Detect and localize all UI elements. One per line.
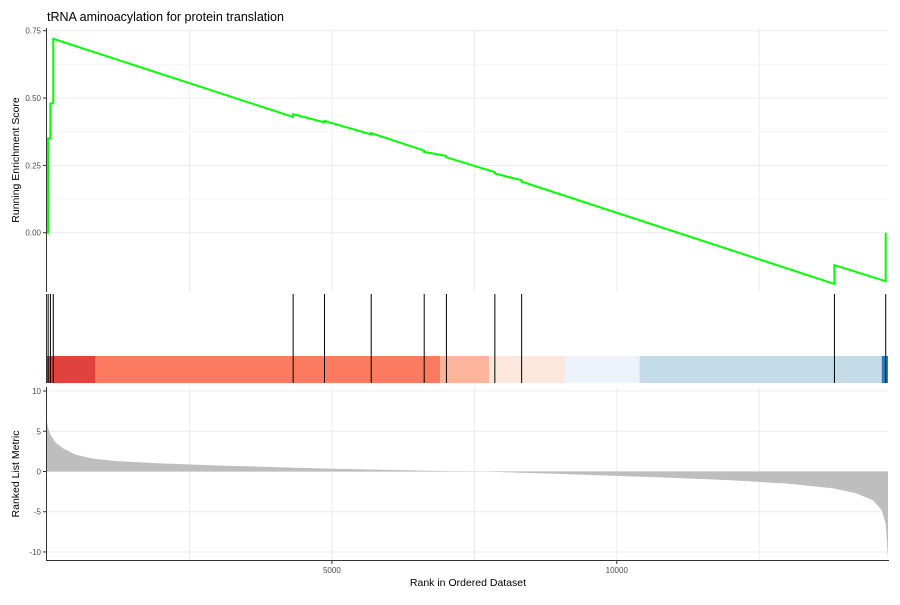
ranked-metric-area [47,421,888,559]
metric-panel-y-label: Ranked List Metric [10,431,22,518]
gene-hit-marks [47,294,887,383]
es-y-tick-label: 0.50 [25,94,41,103]
rank-color-band [881,356,888,383]
x-tick-label: 5000 [323,566,341,575]
rank-color-band [639,356,882,383]
es-panel-y-label: Running Enrichment Score [10,97,22,223]
rank-color-band [440,356,490,383]
es-running-score-line [47,37,887,286]
metric-y-tick-label: -5 [34,508,42,517]
x-tick-label: 10000 [606,566,629,575]
chart-title: tRNA aminoacylation for protein translat… [47,10,284,24]
rank-color-bands [47,356,888,383]
rank-color-band [95,356,441,383]
x-axis-label: Rank in Ordered Dataset [410,577,526,589]
es-panel-gridlines [47,28,888,292]
metric-y-tick-label: -10 [29,548,41,557]
metric-y-tick-label: 0 [37,467,42,476]
metric-y-tick-label: 5 [37,427,42,436]
rank-color-band [489,356,565,383]
metric-y-tick-label: 10 [32,387,41,396]
metric-panel-y-ticks: 10 5 0 -5 -10 [29,387,46,557]
es-panel-y-ticks: 0.00 0.25 0.50 0.75 [25,27,46,238]
es-y-tick-label: 0.00 [25,229,41,238]
metric-panel-x-ticks: 5000 10000 [323,561,628,575]
es-y-tick-label: 0.75 [25,27,41,36]
rank-color-band [47,356,96,383]
es-y-tick-label: 0.25 [25,161,41,170]
rank-color-band [564,356,640,383]
